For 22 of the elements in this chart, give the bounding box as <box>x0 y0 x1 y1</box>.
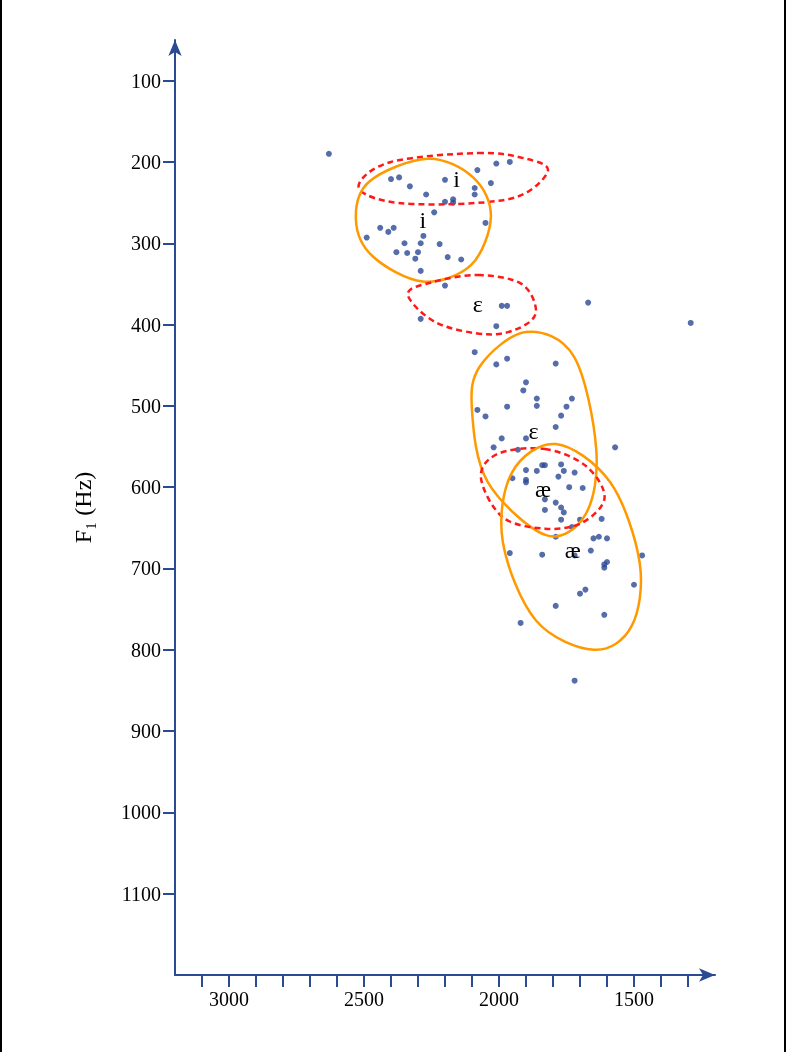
annotation: æ <box>564 536 581 563</box>
y-tick-label: 700 <box>131 557 161 580</box>
x-tick-label: 3000 <box>209 988 249 1010</box>
annotation: ε <box>528 417 539 444</box>
x-tick-label: 2500 <box>344 988 384 1010</box>
y-tick-label: 100 <box>131 69 161 92</box>
annotation: æ <box>534 476 551 503</box>
x-tick-label: 1500 <box>614 988 654 1010</box>
y-tick-label: 900 <box>131 720 161 743</box>
y-tick-label: 400 <box>131 313 161 336</box>
y-tick-label: 1000 <box>121 801 161 824</box>
annotation: i <box>419 206 427 233</box>
y-tick-label: 500 <box>131 394 161 417</box>
annotation: i <box>453 166 461 193</box>
y-tick-label: 200 <box>131 150 161 173</box>
y-tick-label: 600 <box>131 476 161 499</box>
x-tick-label: 2000 <box>479 988 519 1010</box>
y-tick-label: 800 <box>131 638 161 661</box>
y-tick-label: 1100 <box>121 882 161 905</box>
y-axis-title: F₁ (Hz) <box>70 471 96 544</box>
y-tick-label: 300 <box>131 232 161 255</box>
annotation: ε <box>472 290 483 317</box>
